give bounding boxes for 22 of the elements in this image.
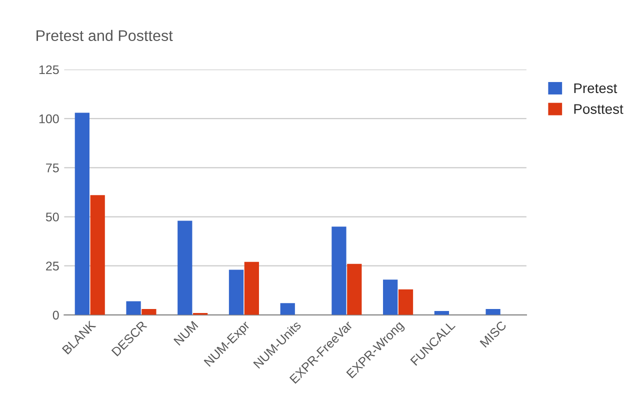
- legend-label: Posttest: [574, 104, 624, 114]
- bar: [383, 280, 398, 315]
- y-tick-label: 125: [39, 65, 59, 74]
- bar: [280, 303, 295, 315]
- y-tick-label: 100: [39, 114, 59, 124]
- y-tick-label: 75: [46, 164, 59, 172]
- bar: [486, 309, 500, 315]
- bar: [126, 301, 141, 315]
- legend-label: Pretest: [574, 83, 618, 94]
- bar: [347, 264, 362, 315]
- bar: [398, 289, 414, 315]
- bar: [142, 309, 156, 315]
- bar: [228, 270, 244, 315]
- y-tick-label: 25: [46, 262, 59, 270]
- y-tick-label: 50: [46, 212, 59, 222]
- bar: [332, 226, 346, 315]
- y-tick-label: 0: [52, 310, 59, 320]
- chart-title: Pretest and Posttest: [36, 30, 173, 42]
- bar: [244, 262, 259, 315]
- bar: [178, 220, 192, 315]
- bar: [74, 112, 90, 315]
- bar: [90, 195, 105, 315]
